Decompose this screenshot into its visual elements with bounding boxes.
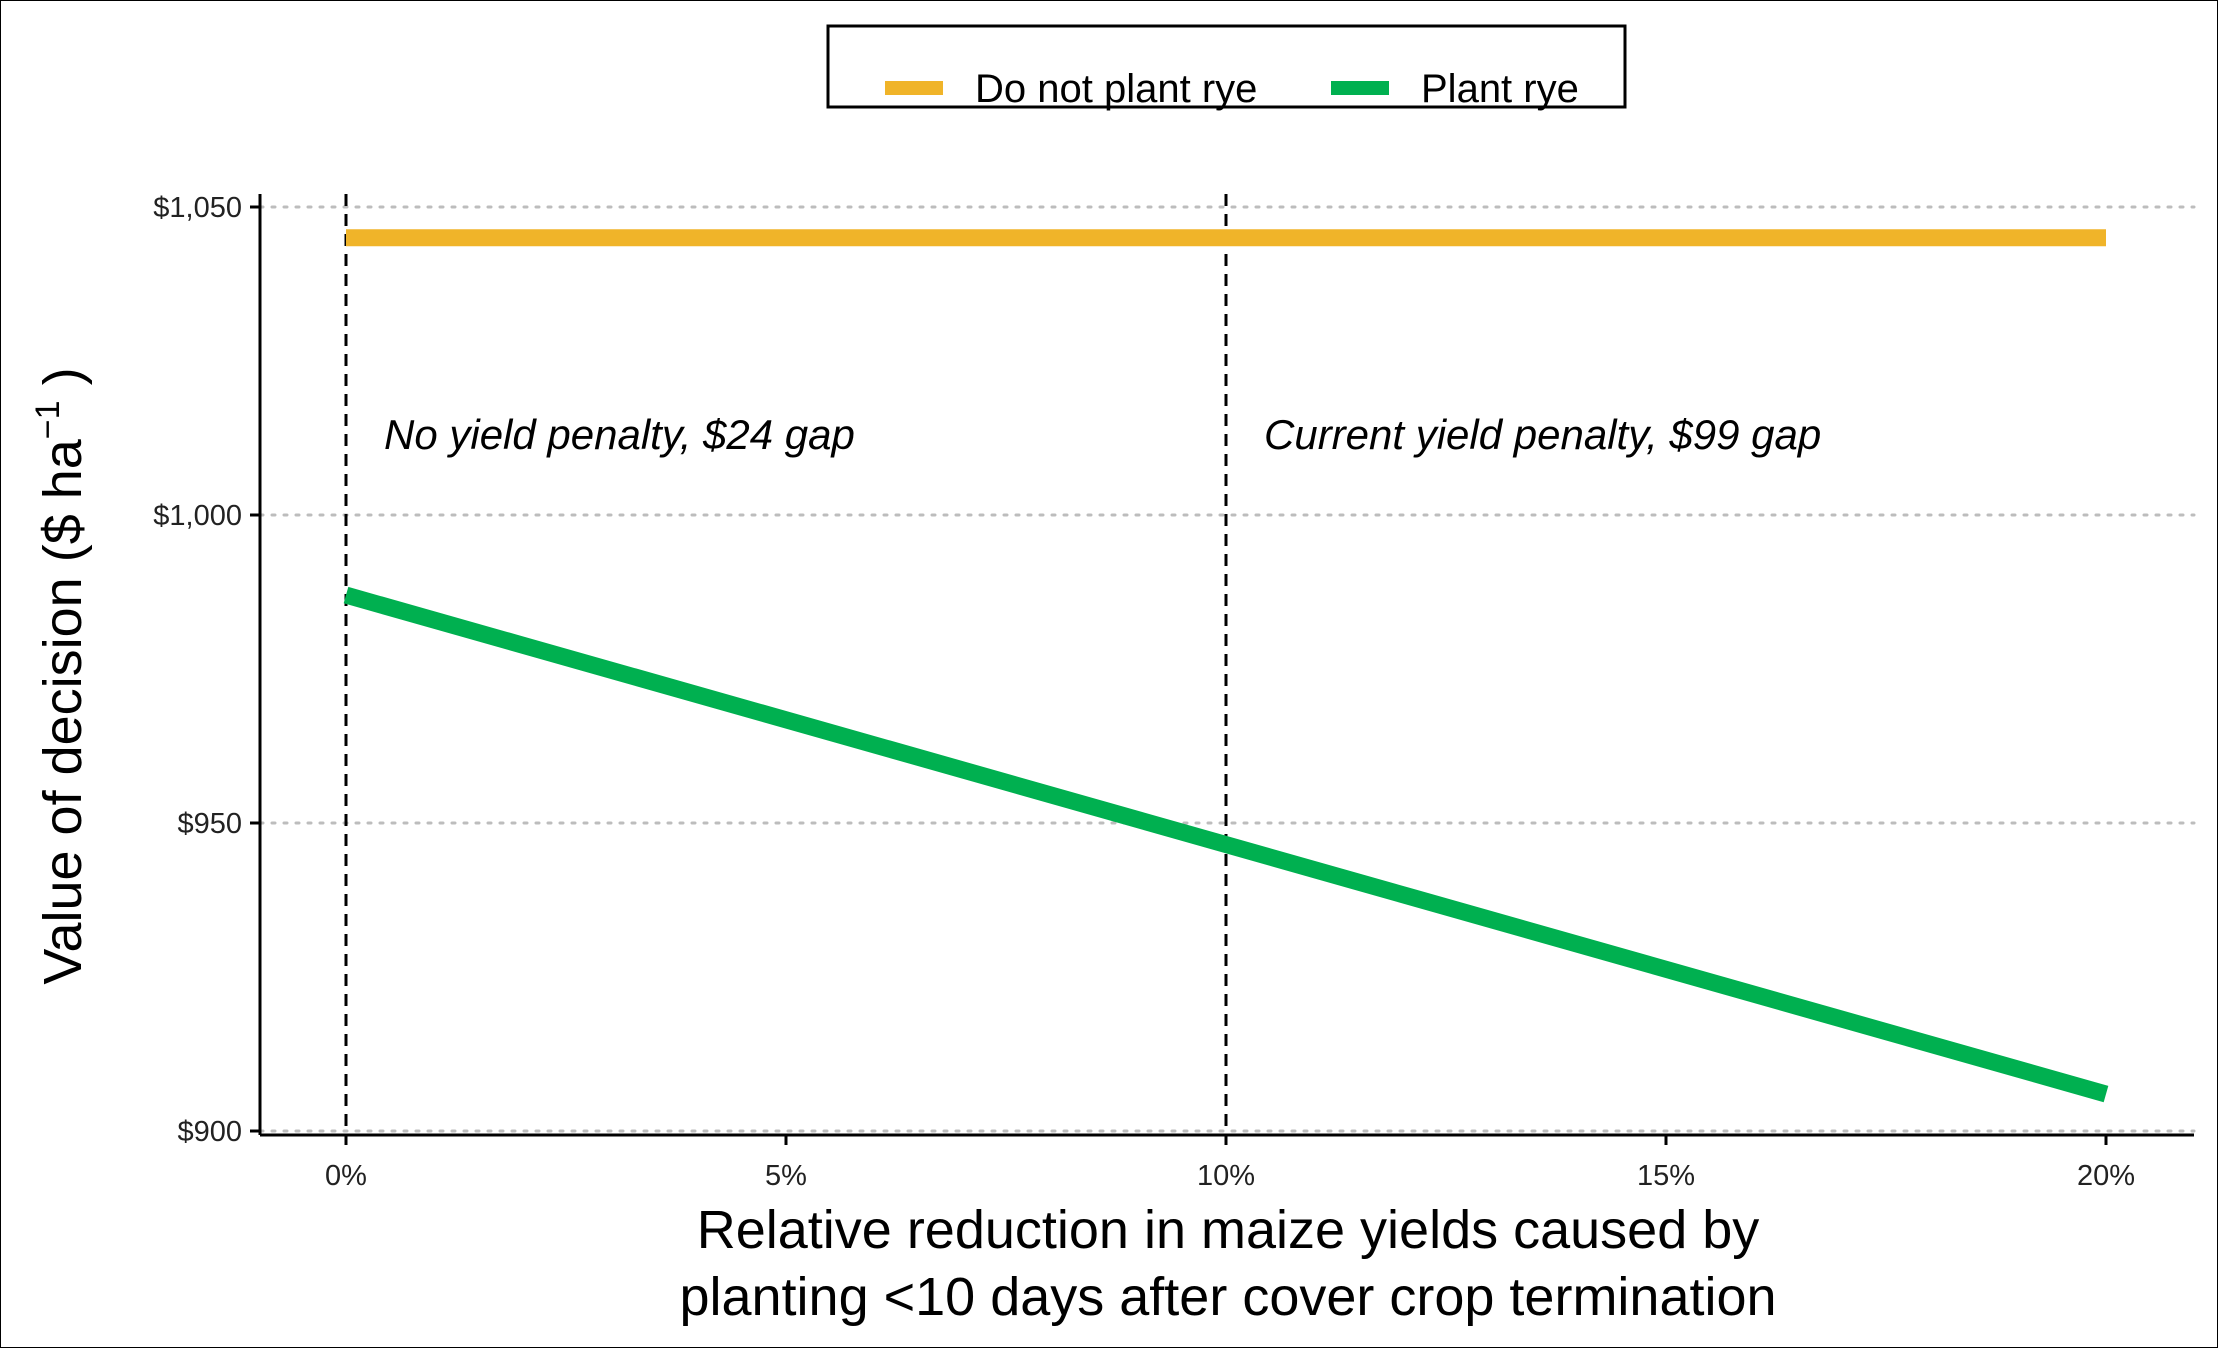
- reference-lines: [344, 194, 1228, 1135]
- x-axis-title-line2: planting <10 days after cover crop termi…: [679, 1267, 1776, 1327]
- legend-label-plant-rye: Plant rye: [1421, 67, 1579, 111]
- y-tick-label: $1,050: [153, 192, 242, 224]
- y-tick-label: $900: [177, 1116, 242, 1148]
- y-tick-label: $1,000: [153, 500, 242, 532]
- y-axis-title-superscript: −1: [29, 400, 67, 439]
- x-axis-title-line1: Relative reduction in maize yields cause…: [697, 1200, 1760, 1260]
- x-tick-label: 0%: [325, 1160, 367, 1192]
- y-ticks: $900 $950 $1,000 $1,050: [153, 192, 260, 1148]
- x-tick-label: 10%: [1197, 1160, 1255, 1192]
- y-axis-title-main: Value of decision ($ ha: [33, 438, 93, 984]
- y-axis-title: Value of decision ($ ha−1 ): [29, 367, 93, 984]
- x-tick-label: 5%: [765, 1160, 807, 1192]
- annotation-text: No yield penalty, $24 gap: [384, 411, 855, 458]
- annotations: No yield penalty, $24 gap Current yield p…: [384, 411, 1821, 458]
- grid-lines: [258, 205, 2196, 1133]
- legend-box: [826, 24, 1627, 109]
- series-line-plant-rye: [343, 586, 2109, 1103]
- annotation-text: Current yield penalty, $99 gap: [1264, 411, 1821, 458]
- x-tick-label: 20%: [2077, 1160, 2135, 1192]
- x-tick-label: 15%: [1637, 1160, 1695, 1192]
- y-tick-label: $950: [177, 808, 242, 840]
- legend: Do not plant rye Plant rye: [826, 24, 1627, 111]
- series-lines: [343, 229, 2109, 1103]
- y-axis-title-close: ): [33, 367, 93, 400]
- legend-label-do-not-plant-rye: Do not plant rye: [975, 67, 1257, 111]
- x-ticks: 0% 5% 10% 15% 20%: [325, 1135, 2135, 1192]
